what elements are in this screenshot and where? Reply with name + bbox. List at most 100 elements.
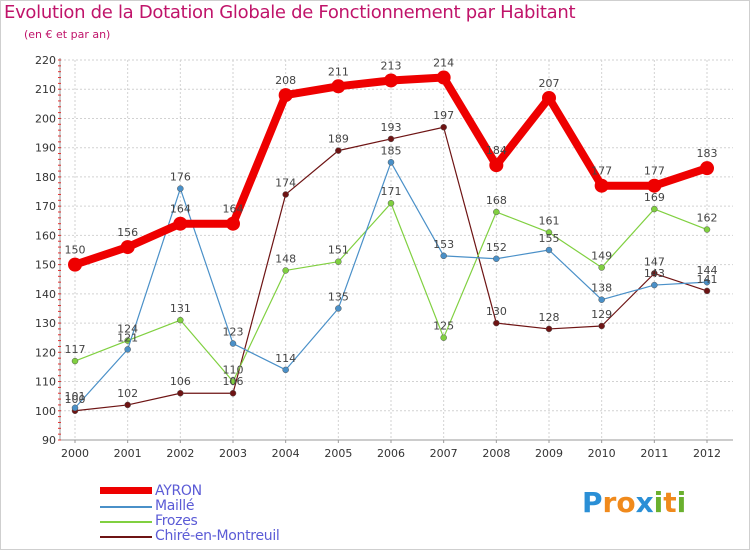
data-point (545, 325, 553, 333)
data-label: 150 (65, 244, 86, 257)
data-point (335, 258, 342, 265)
data-label: 124 (117, 323, 138, 336)
data-label: 101 (65, 390, 86, 403)
data-point (651, 205, 658, 213)
data-point (229, 340, 237, 347)
data-label: 106 (170, 375, 191, 388)
data-point (71, 404, 79, 412)
data-point (493, 208, 500, 216)
data-label: 114 (275, 352, 296, 365)
chart-subtitle: (en € et par an) (24, 28, 111, 41)
data-label: 207 (539, 77, 560, 90)
data-label: 168 (486, 194, 507, 207)
data-point (387, 199, 395, 207)
x-tick-label: 2010 (588, 447, 616, 460)
data-point (545, 229, 553, 236)
data-label: 177 (591, 165, 612, 178)
data-point (331, 79, 346, 94)
data-point (387, 159, 395, 166)
logo-letter: i (676, 486, 687, 519)
logo-letter: i (653, 486, 664, 519)
logo-letter: o (616, 486, 636, 519)
x-tick-label: 2005 (324, 447, 352, 460)
data-point (703, 278, 711, 286)
data-label: 183 (697, 147, 718, 160)
data-point (282, 267, 289, 274)
data-label: 102 (117, 387, 138, 400)
data-point (700, 161, 714, 176)
y-tick-label: 90 (42, 434, 56, 447)
data-point (229, 378, 237, 385)
proxiti-logo: Proxiti (582, 486, 686, 519)
data-label: 177 (644, 165, 665, 178)
data-label: 171 (381, 185, 402, 198)
y-tick-label: 160 (35, 229, 56, 242)
data-label: 189 (328, 133, 349, 146)
legend-label: Chiré-en-Montreuil (155, 528, 280, 544)
data-point (229, 389, 237, 397)
logo-letter: P (582, 486, 603, 519)
data-label: 213 (381, 59, 402, 72)
data-point (440, 334, 447, 341)
data-label: 161 (539, 214, 560, 227)
data-point (598, 322, 605, 330)
plot-area (60, 60, 733, 440)
data-point (598, 296, 605, 303)
y-tick-label: 180 (35, 171, 56, 184)
data-label: 211 (328, 65, 349, 78)
data-point (545, 246, 553, 254)
data-label: 148 (275, 252, 296, 265)
data-label: 155 (539, 232, 560, 245)
data-point (387, 135, 395, 143)
data-label: 164 (170, 203, 191, 216)
data-label: 138 (591, 282, 612, 295)
x-tick-label: 2002 (166, 447, 194, 460)
x-tick-label: 2004 (272, 447, 300, 460)
x-tick-label: 2009 (535, 447, 563, 460)
data-point (440, 123, 447, 131)
data-point (68, 257, 82, 272)
data-point (124, 346, 131, 353)
data-label: 143 (644, 267, 665, 280)
data-label: 208 (275, 74, 296, 87)
data-point (177, 185, 184, 192)
data-point (71, 357, 79, 365)
data-point (703, 226, 711, 233)
data-label: 151 (328, 244, 349, 257)
y-tick-label: 120 (35, 346, 56, 359)
data-label: 185 (381, 144, 402, 157)
legend-swatch-chire (100, 536, 152, 538)
data-point (493, 319, 500, 327)
data-label: 152 (486, 241, 507, 254)
y-tick-label: 110 (35, 376, 56, 389)
x-tick-label: 2008 (482, 447, 510, 460)
data-label: 128 (539, 311, 560, 324)
data-label: 131 (170, 302, 191, 315)
data-label: 176 (170, 171, 191, 184)
y-tick-label: 190 (35, 142, 56, 155)
y-tick-label: 210 (35, 83, 56, 96)
data-point (282, 366, 289, 374)
data-label: 147 (644, 255, 665, 268)
data-point (177, 389, 184, 397)
data-point (335, 147, 342, 154)
y-tick-label: 200 (35, 112, 56, 125)
y-tick-label: 100 (35, 405, 56, 418)
data-label: 156 (117, 226, 138, 239)
x-tick-label: 2011 (640, 447, 668, 460)
data-label: 130 (486, 305, 507, 318)
data-label: 164 (223, 203, 244, 216)
legend-label: Frozes (155, 513, 198, 529)
logo-letter: x (635, 486, 654, 519)
data-point (647, 178, 662, 193)
data-point (173, 216, 188, 231)
data-label: 117 (65, 343, 86, 356)
legend-swatch-maille (100, 506, 152, 508)
data-label: 214 (433, 57, 454, 70)
legend-swatch-ayron (100, 487, 152, 494)
data-label: 141 (697, 273, 718, 286)
y-tick-label: 130 (35, 317, 56, 330)
data-point (542, 91, 556, 105)
data-point (384, 73, 398, 88)
